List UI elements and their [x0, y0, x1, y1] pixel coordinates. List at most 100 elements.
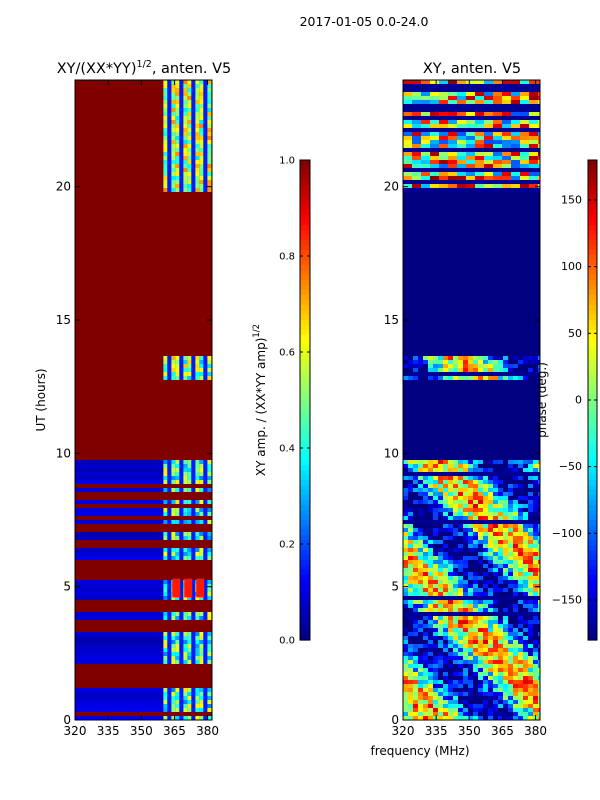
left-heat-cell	[175, 184, 180, 188]
right-heat-cell	[448, 712, 453, 716]
left-heat-cell	[195, 692, 200, 696]
right-heat-cell	[453, 460, 458, 464]
right-heat-cell	[528, 460, 533, 464]
left-x-ticks: 320 335 350 365 380	[64, 80, 219, 738]
right-heat-cell	[443, 544, 448, 548]
right-heat-cell	[520, 116, 529, 120]
left-heat-cell	[163, 692, 168, 696]
right-heat-cell	[498, 636, 503, 640]
left-heat-cell	[199, 96, 204, 100]
right-heat-cell	[513, 376, 518, 380]
right-heat-cell	[408, 368, 413, 372]
left-heat-cell	[203, 376, 208, 380]
right-heat-cell	[453, 568, 458, 572]
right-heat-cell	[421, 96, 430, 100]
left-heat-cell	[195, 556, 200, 560]
left-heat-cell	[163, 500, 168, 504]
right-heat-cell	[413, 572, 418, 576]
right-heat-cell	[523, 628, 528, 632]
left-heat-cell	[203, 708, 208, 712]
left-heat-cell	[207, 80, 212, 84]
right-heat-cell	[403, 536, 408, 540]
right-heat-cell	[448, 128, 457, 132]
right-heat-row	[403, 280, 540, 284]
left-heat-cell	[175, 96, 180, 100]
right-heat-cell	[518, 680, 523, 684]
right-heat-cell	[418, 612, 423, 616]
right-heat-cell	[473, 576, 478, 580]
right-heat-cell	[538, 552, 540, 556]
right-heat-cell	[538, 664, 540, 668]
right-heat-cell	[423, 368, 428, 372]
left-heat-cell	[175, 552, 180, 556]
right-heat-cell	[478, 372, 483, 376]
right-heat-cell	[518, 592, 523, 596]
left-heat-cell	[179, 184, 184, 188]
right-heat-cell	[428, 604, 433, 608]
left-heat-cell	[203, 616, 208, 620]
left-heat-cell	[203, 144, 208, 148]
right-colorbar-tick-label: 100	[561, 260, 582, 273]
right-heat-cell	[502, 88, 511, 92]
left-heat-cell	[183, 500, 188, 504]
right-heat-cell	[493, 528, 498, 532]
left-heat-cell	[203, 116, 208, 120]
right-heat-cell	[448, 544, 453, 548]
left-heat-row	[75, 240, 212, 244]
right-heat-cell	[478, 636, 483, 640]
right-heat-cell	[457, 144, 466, 148]
right-heat-cell	[523, 600, 528, 604]
right-heat-cell	[423, 536, 428, 540]
right-heat-cell	[466, 144, 475, 148]
right-heat-cell	[428, 516, 433, 520]
left-heat-cell	[199, 552, 204, 556]
right-heat-cell	[468, 568, 473, 572]
left-heat-cell	[199, 700, 204, 704]
right-heat-cell	[421, 92, 430, 96]
right-heat-cell	[448, 108, 457, 112]
right-heat-cell	[513, 564, 518, 568]
right-heat-cell	[443, 368, 448, 372]
left-heat-cell	[171, 168, 176, 172]
left-heat-cell	[195, 164, 200, 168]
left-colorbar-segment	[300, 485, 310, 491]
figure-title: 2017-01-05 0.0-24.0	[300, 14, 429, 29]
left-heat-cell	[207, 500, 212, 504]
right-heat-cell	[513, 700, 518, 704]
right-colorbar-segment	[588, 245, 597, 251]
right-heat-cell	[438, 660, 443, 664]
right-heat-cell	[483, 532, 488, 536]
right-heat-cell	[403, 640, 408, 644]
right-heat-cell	[493, 624, 498, 628]
left-heat-cell	[191, 584, 196, 588]
right-heat-cell	[538, 692, 540, 696]
right-heat-cell	[468, 372, 473, 376]
right-heat-cell	[443, 500, 448, 504]
left-heat-cell	[163, 116, 168, 120]
right-heat-cell	[488, 560, 493, 564]
left-heat-cell	[171, 636, 176, 640]
right-heat-cell	[518, 700, 523, 704]
right-heat-cell	[458, 644, 463, 648]
right-heat-cell	[493, 476, 498, 480]
right-heat-cell	[403, 164, 412, 168]
right-heat-cell	[513, 484, 518, 488]
right-heat-cell	[408, 584, 413, 588]
right-heat-cell	[538, 104, 540, 108]
left-heat-cell	[203, 132, 208, 136]
right-heat-cell	[503, 612, 508, 616]
right-xtick-label: 335	[425, 724, 448, 738]
right-heat-cell	[533, 532, 538, 536]
right-heat-cell	[458, 680, 463, 684]
left-heat-cell	[199, 472, 204, 476]
right-heat-cell	[533, 376, 538, 380]
right-heat-cell	[493, 588, 498, 592]
left-heat-cell	[167, 612, 172, 616]
right-heat-cell	[458, 620, 463, 624]
left-colorbar-segment	[300, 315, 310, 321]
right-heat-cell	[438, 608, 443, 612]
right-heat-cell	[438, 516, 443, 520]
right-heat-cell	[453, 516, 458, 520]
right-heat-cell	[418, 592, 423, 596]
left-heat-cell	[167, 372, 172, 376]
